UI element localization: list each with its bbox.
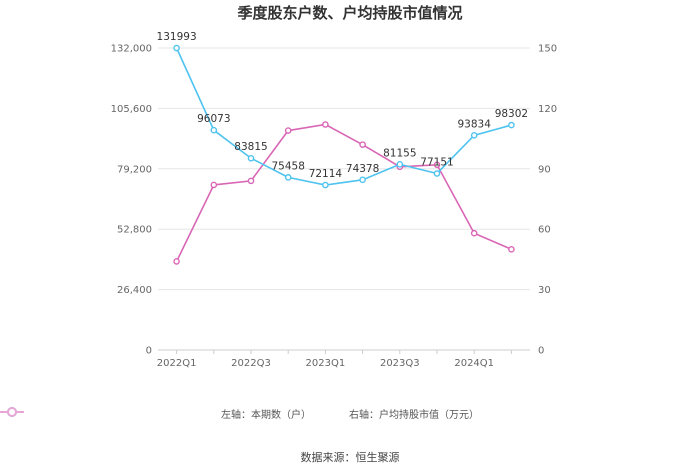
left-tick-label: 52,800	[117, 225, 152, 236]
right-tick-label: 0	[538, 346, 544, 357]
right-series-point[interactable]	[470, 229, 478, 237]
data-label: 81155	[383, 147, 416, 159]
left-series-point[interactable]	[322, 181, 329, 189]
left-series-point[interactable]	[359, 176, 366, 184]
right-tick-label: 90	[538, 164, 551, 175]
left-tick-label: 132,000	[111, 44, 152, 55]
right-series-line	[175, 123, 512, 262]
right-series-point[interactable]	[322, 121, 329, 128]
left-series-point[interactable]	[247, 154, 255, 162]
left-series-point[interactable]	[508, 121, 515, 129]
data-label: 83815	[234, 141, 267, 153]
left-tick-label: 105,600	[111, 104, 152, 115]
left-axis-ticks: 0 26,400 52,800 79,200 105,600 132,000	[111, 44, 152, 357]
data-labels: 131993 96073 83815 75458 72114 74378 81155 7715…	[157, 31, 529, 180]
x-tick-label: 2022Q3	[231, 358, 271, 369]
grid-lines	[158, 47, 530, 351]
legend-label-right: 右轴：户均持股市值（万元）	[349, 410, 479, 421]
right-series-point[interactable]	[433, 161, 441, 169]
right-series-point[interactable]	[173, 258, 180, 265]
data-label: 72114	[309, 168, 343, 180]
legend-item-right[interactable]: 右轴：户均持股市值（万元）	[0, 406, 479, 421]
left-series-point[interactable]	[284, 174, 292, 181]
data-label: 77151	[420, 156, 453, 168]
data-label: 74378	[346, 163, 379, 175]
left-series-line	[175, 47, 512, 186]
x-tick-label: 2022Q1	[157, 358, 197, 369]
data-source: 数据来源：恒生聚源	[300, 451, 400, 464]
left-series-point[interactable]	[173, 44, 180, 52]
x-tick-label: 2023Q3	[380, 358, 420, 369]
x-axis-ticks: 2022Q1 2022Q3 2023Q1 2023Q3 2024Q1	[157, 350, 512, 369]
data-label: 93834	[457, 118, 491, 130]
right-axis-ticks: 0 30 60 90 120 150	[538, 44, 557, 357]
series-left	[173, 44, 515, 189]
right-tick-label: 60	[538, 225, 551, 236]
left-tick-label: 79,200	[117, 164, 152, 175]
x-tick-label: 2023Q1	[306, 358, 346, 369]
right-series-point[interactable]	[210, 181, 218, 189]
legend-item-left[interactable]: 左轴：本期数（户）	[0, 406, 311, 421]
data-label: 96073	[197, 113, 230, 125]
chart-title: 季度股东户数、户均持股市值情况	[237, 4, 463, 22]
left-tick-label: 26,400	[117, 285, 152, 296]
data-label: 98302	[495, 108, 528, 120]
right-series-point[interactable]	[508, 246, 515, 253]
right-series-point[interactable]	[359, 141, 366, 148]
legend-swatch-right	[0, 407, 24, 417]
series-right	[173, 121, 515, 265]
right-tick-label: 150	[538, 44, 557, 55]
right-tick-label: 30	[538, 285, 551, 296]
data-label: 75458	[271, 160, 304, 172]
legend-label-left: 左轴：本期数（户）	[221, 410, 311, 421]
left-tick-label: 0	[146, 346, 152, 357]
right-series-point[interactable]	[247, 177, 255, 185]
left-series-point[interactable]	[210, 126, 218, 134]
left-series-point[interactable]	[470, 132, 478, 139]
data-label: 131993	[157, 31, 197, 43]
left-series-point[interactable]	[396, 161, 404, 168]
legend: 左轴：本期数（户） 右轴：户均持股市值（万元）	[0, 406, 700, 421]
right-series-point[interactable]	[284, 127, 292, 134]
x-tick-label: 2024Q1	[454, 358, 494, 369]
right-tick-label: 120	[538, 104, 557, 115]
left-series-point[interactable]	[433, 170, 441, 177]
